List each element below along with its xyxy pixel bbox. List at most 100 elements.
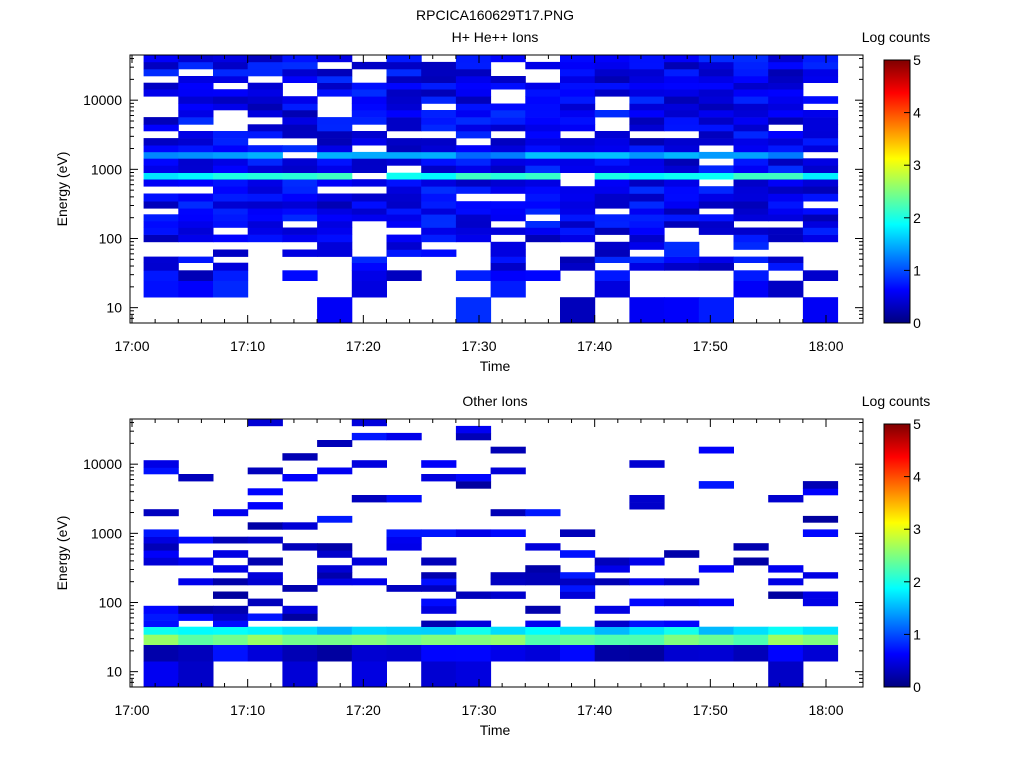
heatmap-cell — [490, 270, 526, 281]
heatmap-cell — [282, 234, 318, 243]
x-tick-label: 17:20 — [346, 702, 381, 718]
heatmap-cell — [733, 124, 769, 132]
heatmap-cell — [421, 661, 457, 688]
heatmap-cell — [455, 82, 492, 90]
heatmap-cell — [386, 96, 422, 104]
heatmap-cell — [247, 131, 283, 139]
heatmap-cell — [386, 138, 422, 146]
heatmap-cell — [698, 634, 734, 645]
heatmap-cell — [664, 201, 700, 209]
heatmap-cell — [386, 76, 422, 83]
heatmap-cell — [386, 172, 422, 180]
heatmap-cell — [733, 68, 769, 77]
heatmap-cell — [768, 117, 804, 125]
heatmap-cell — [386, 585, 422, 592]
heatmap-cell — [178, 193, 214, 202]
heatmap-cell — [351, 262, 387, 271]
heatmap-cell — [490, 186, 526, 194]
heatmap-cell — [386, 61, 422, 70]
heatmap-cell — [143, 467, 179, 475]
y-tick-label: 10000 — [83, 456, 122, 472]
heatmap-cell — [213, 620, 249, 627]
heatmap-cell — [525, 158, 561, 166]
heatmap-cell — [525, 605, 561, 614]
heatmap-cell — [629, 158, 665, 166]
heatmap-cell — [802, 55, 839, 63]
heatmap-cell — [455, 110, 492, 118]
heatmap-cell — [664, 297, 700, 324]
heatmap-cell — [282, 165, 318, 173]
heatmap-cell — [802, 158, 839, 166]
heatmap-cell — [247, 124, 283, 132]
heatmap-cell — [213, 165, 249, 173]
heatmap-cell — [560, 151, 596, 159]
heatmap-cell — [594, 186, 630, 194]
heatmap-cell — [490, 214, 526, 222]
heatmap-cell — [143, 89, 179, 97]
heatmap-cell — [629, 557, 665, 566]
heatmap-cell — [421, 89, 457, 97]
heatmap-cell — [664, 598, 700, 607]
heatmap-cell — [490, 138, 526, 146]
heatmap-cell — [560, 297, 596, 324]
x-tick-label: 17:40 — [577, 338, 612, 354]
heatmap-cell — [317, 440, 353, 447]
heatmap-cell — [282, 208, 318, 215]
heatmap-cell — [282, 270, 318, 281]
heatmap-cell — [455, 634, 492, 645]
heatmap-cell — [317, 145, 353, 153]
heatmap-cell — [143, 234, 179, 243]
heatmap-cell — [802, 96, 839, 104]
heatmap-cell — [629, 82, 665, 90]
heatmap-cell — [178, 145, 214, 153]
heatmap-cell — [733, 55, 769, 63]
heatmap-cell — [247, 227, 283, 235]
heatmap-cell — [768, 82, 804, 90]
heatmap-cell — [560, 208, 596, 215]
colorbar-ticks: 0 1 2 3 4 5 — [904, 52, 921, 331]
heatmap-cell — [421, 138, 457, 146]
heatmap-cell — [594, 280, 630, 298]
heatmap-cell — [143, 644, 179, 662]
heatmap-cell — [455, 626, 492, 635]
heatmap-cell — [629, 138, 665, 146]
heatmap-cell — [178, 61, 214, 70]
heatmap-cell — [768, 626, 804, 635]
heatmap-cell — [247, 214, 283, 222]
heatmap-cell — [213, 96, 249, 104]
heatmap-cell — [802, 626, 839, 635]
heatmap-cell — [247, 61, 283, 70]
heatmap-cell — [213, 103, 249, 111]
heatmap-cell — [351, 151, 387, 159]
heatmap-cell — [455, 131, 492, 139]
heatmap-cell — [802, 529, 839, 537]
heatmap-cell — [698, 110, 734, 118]
heatmap-cell — [351, 270, 387, 281]
heatmap-cell — [386, 117, 422, 125]
heatmap-cell — [594, 634, 630, 645]
heatmap-cell — [213, 131, 249, 139]
y-axis-ticks: 10 100 1000 10000 — [83, 58, 863, 324]
heatmap-cell — [698, 103, 734, 111]
heatmap-cell — [733, 193, 769, 202]
heatmap-cell — [594, 256, 630, 263]
heatmap-cell — [490, 446, 526, 454]
heatmap-cell — [455, 221, 492, 228]
heatmap-cell — [664, 76, 700, 83]
heatmap-cell — [802, 138, 839, 146]
heatmap-cell — [768, 151, 804, 159]
y-axis-ticks: 10 100 1000 10000 — [83, 422, 863, 688]
colorbar — [883, 423, 911, 688]
colorbar-tick-label: 2 — [913, 210, 921, 226]
y-axis-label: Energy (eV) — [54, 516, 70, 591]
heatmap-cell — [594, 557, 630, 566]
heatmap-cell — [525, 572, 561, 579]
heatmap-cell — [664, 214, 700, 222]
heatmap-cell — [455, 151, 492, 159]
heatmap-cell — [525, 565, 561, 573]
heatmap-cell — [178, 474, 214, 482]
heatmap-cell — [143, 201, 179, 209]
heatmap-cell — [455, 68, 492, 77]
heatmap-cell — [525, 543, 561, 551]
